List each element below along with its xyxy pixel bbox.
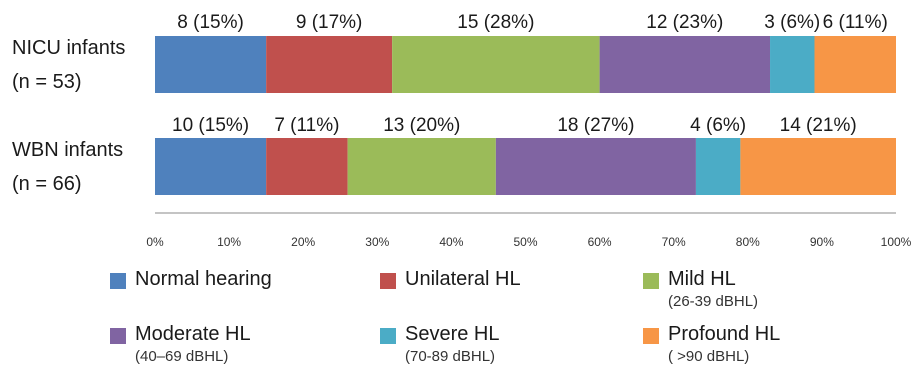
x-tick-label: 20% [291, 235, 315, 249]
value-label-wbn-infants-mild-hl: 13 (20%) [383, 115, 460, 136]
x-tick-label: 40% [439, 235, 463, 249]
x-axis-ticks: 0% 10% 20% 30% 40% 50% 60% 70% 80% 90% 100% [146, 235, 911, 249]
value-label-nicu-infants-profound-hl: 6 (11%) [823, 12, 888, 33]
bar-nicu-infants-unilateral-hl [266, 36, 393, 93]
value-label-nicu-infants-moderate-hl: 12 (23%) [646, 12, 723, 33]
category-count-nicu-infants: (n = 53) [12, 71, 81, 93]
x-tick-label: 50% [513, 235, 537, 249]
legend-sublabel: (26-39 dBHL) [668, 293, 759, 310]
legend-label: Severe HL [405, 323, 500, 345]
x-tick-label: 30% [365, 235, 389, 249]
legend-swatch [380, 328, 396, 344]
category-count-wbn-infants: (n = 66) [12, 173, 81, 195]
legend-label: Normal hearing [135, 268, 272, 290]
bar-nicu-infants-mild-hl [392, 36, 600, 93]
value-label-wbn-infants-unilateral-hl: 7 (11%) [274, 115, 339, 136]
x-tick-label: 0% [146, 235, 164, 249]
bar-wbn-infants-mild-hl [347, 138, 496, 195]
bar-wbn-infants-unilateral-hl [266, 138, 348, 195]
legend-swatch [110, 273, 126, 289]
bar-nicu-infants-moderate-hl [599, 36, 771, 93]
legend-label: Profound HL [668, 323, 781, 345]
legend-sublabel: ( >90 dBHL) [668, 348, 750, 365]
x-tick-label: 80% [736, 235, 760, 249]
bar-nicu-infants-normal-hearing [155, 36, 267, 93]
bar-nicu-infants-severe-hl [770, 36, 815, 93]
value-label-wbn-infants-severe-hl: 4 (6%) [690, 115, 746, 136]
legend-swatch [380, 273, 396, 289]
value-labels-group: 8 (15%) 9 (17%) 15 (28%) 12 (23%) 3 (6%) 6 (1… [172, 12, 888, 136]
x-tick-label: 100% [881, 235, 912, 249]
bar-wbn-infants-severe-hl [695, 138, 741, 195]
x-tick-label: 70% [662, 235, 686, 249]
value-label-nicu-infants-unilateral-hl: 9 (17%) [296, 12, 363, 33]
legend-label: Moderate HL [135, 323, 251, 345]
value-label-wbn-infants-moderate-hl: 18 (27%) [557, 115, 634, 136]
legend-sublabel: (70-89 dBHL) [405, 348, 496, 365]
value-label-wbn-infants-normal-hearing: 10 (15%) [172, 115, 249, 136]
legend-swatch [110, 328, 126, 344]
x-tick-label: 10% [217, 235, 241, 249]
legend-sublabel: (40–69 dBHL) [135, 348, 229, 365]
legend-swatch [643, 328, 659, 344]
category-label-nicu-infants: NICU infants [12, 37, 125, 59]
bar-wbn-infants-normal-hearing [155, 138, 267, 195]
bar-nicu-infants-profound-hl [814, 36, 896, 93]
value-label-nicu-infants-normal-hearing: 8 (15%) [177, 12, 244, 33]
bars-group [155, 36, 896, 195]
value-label-nicu-infants-mild-hl: 15 (28%) [457, 12, 534, 33]
value-label-wbn-infants-profound-hl: 14 (21%) [780, 115, 857, 136]
bar-wbn-infants-moderate-hl [495, 138, 696, 195]
bar-wbn-infants-profound-hl [740, 138, 896, 195]
value-label-nicu-infants-severe-hl: 3 (6%) [764, 12, 820, 33]
x-tick-label: 60% [588, 235, 612, 249]
legend-label: Unilateral HL [405, 268, 521, 290]
legend-label: Mild HL [668, 268, 736, 290]
category-labels-group: NICU infants (n = 53) WBN infants (n = 66) [12, 37, 125, 195]
category-label-wbn-infants: WBN infants [12, 139, 123, 161]
x-tick-label: 90% [810, 235, 834, 249]
legend-swatch [643, 273, 659, 289]
